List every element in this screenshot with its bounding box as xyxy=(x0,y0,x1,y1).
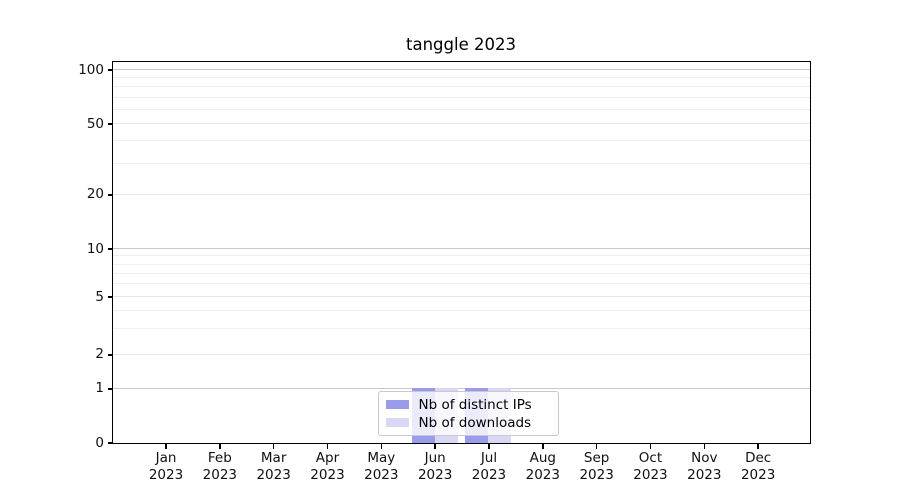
legend-item-distinct-ips: Nb of distinct IPs xyxy=(385,396,550,414)
x-tick-label-nov: Nov 2023 xyxy=(687,450,722,483)
y-tick-mark-50 xyxy=(108,123,113,125)
y-tick-label-1: 1 xyxy=(95,380,104,397)
y-tick-mark-1 xyxy=(108,388,113,390)
gridline-y-70 xyxy=(112,96,810,98)
legend-swatch-downloads xyxy=(385,418,409,427)
y-tick-mark-100 xyxy=(108,69,113,71)
y-tick-label-100: 100 xyxy=(78,61,104,78)
y-tick-label-2: 2 xyxy=(95,346,104,363)
gridline-y-4 xyxy=(112,310,810,312)
x-tick-label-jul: Jul 2023 xyxy=(471,450,507,483)
y-tick-label-5: 5 xyxy=(95,288,104,305)
gridline-y-7 xyxy=(112,272,810,274)
x-tick-mark-oct xyxy=(649,444,652,449)
x-tick-mark-aug xyxy=(542,444,544,449)
y-tick-mark-0 xyxy=(108,442,113,444)
gridline-y-8 xyxy=(112,263,810,265)
legend-item-downloads: Nb of downloads xyxy=(385,414,550,432)
gridline-y-3 xyxy=(112,328,810,330)
x-tick-mark-jul xyxy=(488,444,490,449)
legend-label-downloads: Nb of downloads xyxy=(418,414,532,431)
gridline-y-6 xyxy=(112,283,810,285)
x-tick-label-jun: Jun 2023 xyxy=(417,450,453,483)
legend: Nb of distinct IPs Nb of downloads xyxy=(377,390,559,436)
x-tick-mark-jun xyxy=(434,444,436,449)
x-tick-label-apr: Apr 2023 xyxy=(310,450,345,483)
legend-label-distinct-ips: Nb of distinct IPs xyxy=(418,396,532,413)
gridline-y-30 xyxy=(112,162,810,164)
gridline-y-90 xyxy=(112,77,810,79)
gridline-y-9 xyxy=(112,255,810,257)
gridline-y-1 xyxy=(112,387,810,389)
x-tick-label-jan: Jan 2023 xyxy=(148,450,184,483)
x-tick-label-dec: Dec 2023 xyxy=(740,450,776,483)
x-tick-mark-jan xyxy=(165,444,167,449)
y-tick-mark-5 xyxy=(108,296,113,298)
y-tick-label-0: 0 xyxy=(95,434,104,451)
chart-title: tanggle 2023 xyxy=(406,35,516,54)
x-tick-label-sep: Sep 2023 xyxy=(579,450,614,483)
gridline-y-20 xyxy=(112,193,810,195)
y-tick-label-20: 20 xyxy=(86,186,104,203)
x-tick-mark-nov xyxy=(703,444,705,449)
x-tick-label-aug: Aug 2023 xyxy=(525,450,560,483)
y-tick-mark-2 xyxy=(108,354,113,356)
y-tick-label-50: 50 xyxy=(86,115,104,132)
x-tick-mark-sep xyxy=(595,444,598,449)
x-tick-mark-mar xyxy=(272,444,275,449)
y-tick-label-10: 10 xyxy=(86,240,104,257)
x-tick-mark-dec xyxy=(757,444,759,449)
gridline-y-50 xyxy=(112,123,810,125)
gridline-y-40 xyxy=(112,140,810,142)
gridline-y-10 xyxy=(112,248,810,250)
plot-area: Nb of distinct IPs Nb of downloads xyxy=(111,60,811,444)
legend-swatch-distinct-ips xyxy=(385,400,409,409)
gridline-y-2 xyxy=(112,353,810,355)
gridline-y-5 xyxy=(112,296,810,298)
x-tick-mark-may xyxy=(380,444,382,449)
gridline-y-80 xyxy=(112,86,810,88)
gridline-y-60 xyxy=(112,108,810,110)
x-tick-label-may: May 2023 xyxy=(364,450,399,483)
x-tick-label-feb: Feb 2023 xyxy=(202,450,237,483)
x-tick-mark-apr xyxy=(326,444,329,449)
y-tick-mark-20 xyxy=(108,194,113,196)
y-tick-mark-10 xyxy=(108,248,113,250)
x-tick-label-mar: Mar 2023 xyxy=(256,450,291,483)
x-tick-label-oct: Oct 2023 xyxy=(633,450,668,483)
gridline-y-100 xyxy=(112,69,810,70)
x-tick-mark-feb xyxy=(219,444,221,449)
